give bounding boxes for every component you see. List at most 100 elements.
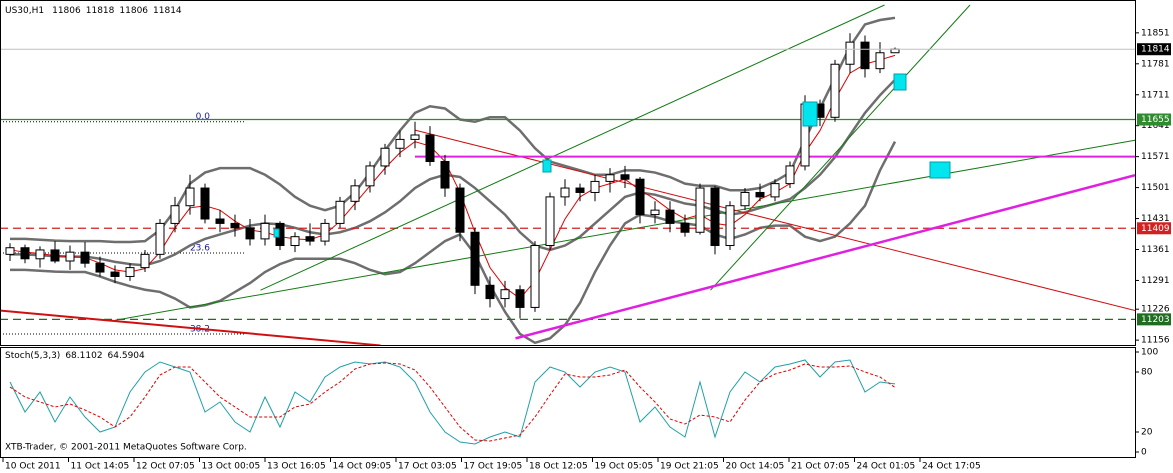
stoch-main: 68.1102 — [65, 351, 102, 361]
x-tick-label: 19 Oct 05:05 — [595, 462, 654, 472]
candle-body — [245, 227, 255, 240]
trend-line — [710, 4, 971, 291]
y-tick-label: 11361 — [1141, 245, 1170, 255]
chart-header: US30,H1 11806 11818 11806 11814 — [5, 6, 182, 16]
candle-body — [290, 236, 300, 247]
candle-body — [50, 249, 60, 262]
y-tick-label: 11291 — [1141, 276, 1170, 286]
x-tick-label: 24 Oct 01:05 — [857, 462, 916, 472]
trend-line — [260, 4, 885, 291]
candle-body — [560, 187, 570, 198]
price-tag — [1137, 43, 1171, 56]
objects — [273, 73, 951, 238]
price-tag — [1137, 313, 1171, 326]
y-tick-label: 11641 — [1141, 121, 1170, 131]
candle-body — [755, 191, 765, 198]
candle-body — [395, 138, 405, 149]
candle-body — [575, 187, 585, 193]
y-tick-label: 11501 — [1141, 183, 1170, 193]
candle-body — [305, 236, 315, 242]
candle-body — [440, 161, 450, 189]
last-low: 11806 — [119, 6, 148, 16]
price-tag — [1137, 222, 1171, 235]
candle-body — [425, 134, 435, 163]
main-frame — [0, 0, 1136, 346]
candle-body — [335, 200, 345, 224]
x-tick-label: 10 Oct 2011 — [5, 462, 61, 472]
candle-body — [320, 222, 330, 242]
candle-body — [605, 174, 615, 182]
candle-body — [515, 289, 525, 308]
stoch-line — [9, 359, 896, 445]
candle-body — [890, 48, 900, 54]
candle-body — [230, 222, 240, 229]
candle-body — [785, 165, 795, 185]
candle-body — [185, 187, 195, 207]
marker — [893, 73, 907, 91]
stoch-frame — [0, 347, 1136, 458]
trend-line — [414, 129, 1135, 311]
overlay-line — [9, 54, 896, 300]
y-tick-label: 11781 — [1141, 59, 1170, 69]
candle-body — [740, 191, 750, 207]
price-tag — [1137, 113, 1171, 126]
x-tick-label: 13 Oct 16:05 — [267, 462, 326, 472]
candle-body — [650, 209, 660, 216]
y-tick-label: 80 — [1141, 368, 1153, 378]
stoch-header: Stoch(5,3,3) 68.1102 64.5904 — [5, 351, 145, 361]
x-tick-label: 17 Oct 19:05 — [464, 462, 523, 472]
candle-body — [95, 262, 105, 273]
x-tick-label: 20 Oct 14:05 — [726, 462, 785, 472]
price-tag-label: 11409 — [1141, 224, 1170, 234]
candle-body — [860, 41, 870, 70]
x-tick-label: 24 Oct 17:05 — [922, 462, 981, 472]
stoch-plot — [9, 359, 896, 445]
candle-body — [170, 205, 180, 224]
candle-body — [725, 205, 735, 247]
overlay-line — [10, 141, 897, 345]
candle-body — [620, 174, 630, 180]
stoch-signal: 64.5904 — [108, 351, 145, 361]
x-tick-label: 19 Oct 21:05 — [660, 462, 719, 472]
last-open: 11806 — [52, 6, 81, 16]
candle-body — [410, 134, 420, 140]
y-tick-label: 11571 — [1141, 152, 1170, 162]
indicator-name: Stoch(5,3,3) — [5, 351, 60, 361]
candle-body — [635, 178, 645, 216]
candle-body — [590, 180, 600, 193]
footer: XTB-Trader, © 2001-2011 MetaQuotes Softw… — [5, 443, 247, 453]
y-tick-label: 11851 — [1141, 28, 1170, 38]
x-tick-label: 14 Oct 09:05 — [333, 462, 392, 472]
stoch-line — [9, 362, 896, 442]
y-tick-label: 11431 — [1141, 214, 1170, 224]
candle-body — [20, 247, 30, 260]
y-tick-label: 100 — [1141, 348, 1158, 358]
candle-body — [845, 41, 855, 65]
candle-body — [5, 247, 15, 255]
x-tick-label: 12 Oct 07:05 — [136, 462, 195, 472]
candle-body — [35, 249, 45, 260]
last-high: 11818 — [86, 6, 115, 16]
x-tick-label: 11 Oct 14:05 — [71, 462, 130, 472]
x-tick-label: 18 Oct 12:05 — [529, 462, 588, 472]
current-price: 11814 — [1141, 45, 1170, 55]
marker — [542, 159, 552, 173]
candle-body — [260, 222, 270, 240]
candle-body — [830, 63, 840, 118]
candle-body — [65, 251, 75, 262]
candle-body — [140, 253, 150, 269]
marker — [929, 161, 951, 179]
candle-body — [125, 267, 135, 277]
last-close: 11814 — [153, 6, 182, 16]
candle-body — [545, 196, 555, 247]
candle-body — [695, 187, 705, 233]
x-tick-label: 13 Oct 00:05 — [202, 462, 261, 472]
x-tick-label: 21 Oct 07:05 — [791, 462, 850, 472]
y-tick-label: 11226 — [1141, 305, 1170, 315]
candle-body — [215, 218, 225, 224]
price-tag-label: 11203 — [1141, 315, 1170, 325]
candle-body — [530, 245, 540, 308]
fibo-label: 23.6 — [190, 244, 210, 254]
